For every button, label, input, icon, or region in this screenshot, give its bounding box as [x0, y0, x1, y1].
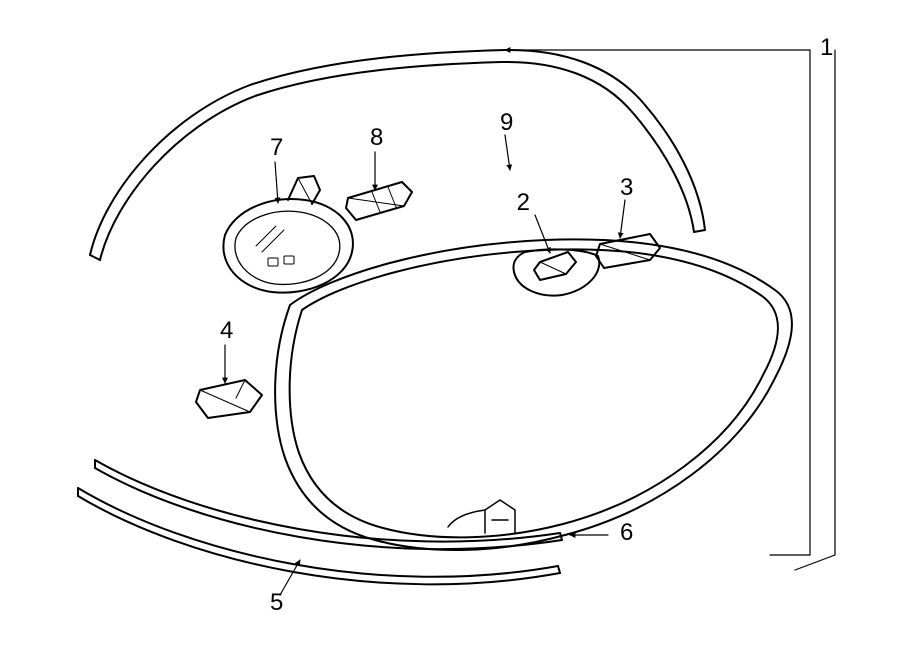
part-4-mirror-mount — [196, 380, 262, 418]
label-7: 7 — [270, 134, 283, 161]
label-8: 8 — [370, 124, 383, 151]
part-2-bracket — [534, 252, 576, 280]
label-1: 1 — [820, 34, 833, 61]
label-6: 6 — [620, 519, 633, 546]
leader-7 — [275, 162, 278, 203]
callout-labels: 1 2 3 4 5 6 7 8 9 — [220, 34, 833, 616]
leader-3 — [620, 200, 625, 238]
label-3: 3 — [620, 174, 633, 201]
label-4: 4 — [220, 317, 233, 344]
part-9-reveal-molding — [90, 50, 705, 260]
part-7-rearview-mirror — [223, 176, 353, 293]
label-2: 2 — [517, 189, 530, 216]
part-windshield-glass — [275, 239, 792, 550]
label-5: 5 — [270, 589, 283, 616]
label-9: 9 — [500, 109, 513, 136]
leader-9 — [505, 135, 510, 170]
leader-2 — [535, 215, 550, 253]
leader-lines — [225, 50, 835, 595]
part-1-brace-ends — [770, 555, 835, 570]
diagram-root — [78, 50, 835, 595]
part-8-retainer-clip — [346, 182, 412, 220]
